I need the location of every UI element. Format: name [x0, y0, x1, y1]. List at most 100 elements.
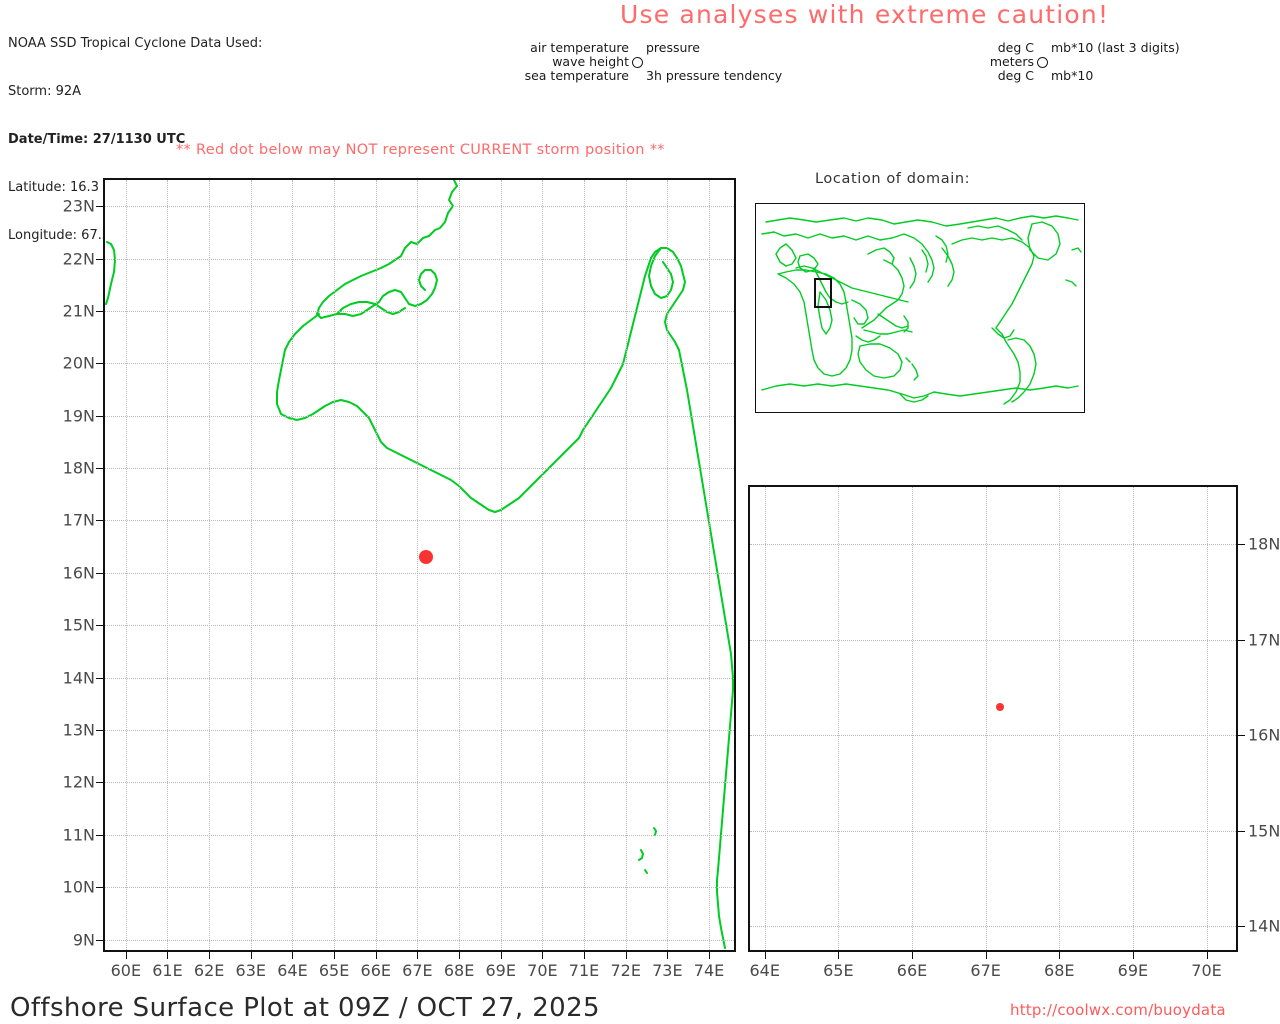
gridline-vertical: [209, 180, 211, 950]
x-tick-mark: [1059, 950, 1061, 959]
station-model-legend-units: deg C mb*10 (last 3 digits) meters deg C…: [988, 41, 1180, 83]
y-axis-tick-label: 14N: [1248, 916, 1280, 936]
gridline-vertical: [667, 180, 669, 950]
y-axis-tick-label: 10N: [62, 877, 95, 897]
x-tick-mark: [709, 950, 710, 959]
noaa-source-line: NOAA SSD Tropical Cyclone Data Used:: [8, 36, 263, 51]
y-tick-mark: [1236, 926, 1245, 928]
gridline-horizontal: [105, 834, 734, 836]
gridline-horizontal: [105, 258, 734, 260]
x-axis-tick-label: 65E: [823, 961, 854, 980]
x-axis-tick-label: 68E: [443, 961, 475, 980]
y-axis-tick-label: 9N: [72, 930, 95, 950]
y-tick-mark: [96, 572, 105, 574]
legend-pressure-tendency-label: 3h pressure tendency: [646, 68, 783, 83]
gridline-vertical: [500, 180, 502, 950]
y-tick-mark: [96, 782, 105, 784]
y-tick-mark: [96, 939, 105, 941]
x-axis-tick-label: 65E: [318, 961, 350, 980]
domain-highlight-box: [813, 277, 833, 308]
gridline-vertical: [167, 180, 169, 950]
gridline-horizontal: [750, 926, 1236, 928]
x-axis-tick-label: 69E: [1117, 961, 1149, 980]
x-tick-mark: [764, 950, 766, 959]
x-axis-tick-label: 74E: [693, 961, 725, 980]
gridline-horizontal: [105, 206, 734, 208]
x-tick-mark: [459, 950, 461, 959]
y-axis-tick-label: 21N: [62, 301, 95, 321]
x-axis-tick-label: 71E: [568, 961, 600, 980]
header-info-block: NOAA SSD Tropical Cyclone Data Used: Sto…: [8, 4, 262, 260]
y-tick-mark: [96, 206, 105, 208]
station-model-legend-left: air temperature pressure wave height sea…: [521, 40, 783, 83]
gridline-vertical: [375, 180, 377, 950]
legend-sea-temperature-label: sea temperature: [524, 68, 629, 83]
gridline-vertical: [709, 180, 710, 950]
x-tick-mark: [125, 950, 127, 959]
world-location-inset[interactable]: [755, 203, 1085, 413]
red-dot-warning: ** Red dot below may NOT represent CURRE…: [176, 142, 665, 158]
gridline-horizontal: [105, 310, 734, 312]
y-tick-mark: [96, 677, 105, 679]
gridline-vertical: [1059, 487, 1061, 950]
zoomed-storm-panel[interactable]: [748, 485, 1238, 952]
x-axis-tick-label: 67E: [970, 961, 1001, 980]
gridline-vertical: [1206, 487, 1208, 950]
latitude-label: Latitude: 16.3: [8, 180, 99, 195]
y-tick-mark: [1236, 639, 1245, 641]
gridline-horizontal: [105, 730, 734, 731]
x-tick-mark: [500, 950, 502, 959]
x-tick-mark: [584, 950, 586, 959]
y-axis-tick-label: 12N: [62, 772, 95, 792]
x-axis-tick-label: 72E: [610, 961, 641, 980]
x-axis-tick-label: 60E: [110, 961, 142, 980]
y-axis-tick-label: 13N: [62, 720, 95, 740]
legend-units-meters: meters: [989, 54, 1034, 69]
page-title: Offshore Surface Plot at 09Z / OCT 27, 2…: [10, 993, 600, 1023]
gridline-horizontal: [750, 830, 1236, 832]
legend-air-temperature-label: air temperature: [530, 40, 629, 55]
legend-units-degc-bottom: deg C: [997, 68, 1034, 83]
y-axis-tick-label: 18N: [62, 458, 95, 478]
y-axis-tick-label: 15N: [1248, 821, 1280, 841]
y-axis-tick-label: 17N: [1248, 630, 1280, 650]
y-tick-mark: [96, 415, 105, 417]
x-tick-mark: [375, 950, 377, 959]
y-tick-mark: [96, 258, 105, 260]
gridline-vertical: [912, 487, 913, 950]
legend-row-wave-height: wave height: [521, 55, 782, 69]
domain-inset-title: Location of domain:: [815, 171, 971, 187]
y-tick-mark: [96, 625, 105, 627]
x-axis-tick-label: 68E: [1044, 961, 1075, 980]
gridline-horizontal: [105, 415, 734, 417]
x-axis-tick-label: 64E: [749, 961, 780, 980]
main-map-plot[interactable]: [103, 178, 736, 952]
legend-wave-height-label: wave height: [552, 54, 629, 69]
y-tick-mark: [96, 468, 105, 470]
gridline-horizontal: [750, 639, 1236, 641]
storm-position-dot: [996, 702, 1005, 711]
y-axis-tick-label: 22N: [62, 249, 95, 269]
gridline-horizontal: [750, 544, 1236, 546]
y-axis-tick-label: 18N: [1248, 534, 1280, 554]
legend-units-row-2: meters: [988, 55, 1180, 69]
main-map-canvas: [105, 180, 734, 950]
legend-units-degc-top: deg C: [997, 40, 1034, 55]
gridline-vertical: [334, 180, 336, 950]
x-tick-mark: [334, 950, 336, 959]
coastline-layer: [105, 180, 734, 949]
x-axis-tick-label: 67E: [402, 961, 433, 980]
gridline-vertical: [417, 180, 419, 950]
x-axis-tick-label: 66E: [896, 961, 928, 980]
x-tick-mark: [209, 950, 211, 959]
gridline-vertical: [584, 180, 586, 950]
station-circle-icon: [1037, 56, 1048, 68]
legend-pressure-label: pressure: [646, 40, 700, 55]
y-tick-mark: [96, 520, 105, 522]
y-tick-mark: [96, 363, 105, 365]
gridline-vertical: [838, 487, 840, 950]
x-tick-mark: [292, 950, 294, 959]
legend-units-row-3: deg C mb*10: [988, 69, 1180, 83]
legend-units-row-1: deg C mb*10 (last 3 digits): [988, 41, 1180, 55]
legend-units-mb10: mb*10: [1051, 68, 1094, 83]
